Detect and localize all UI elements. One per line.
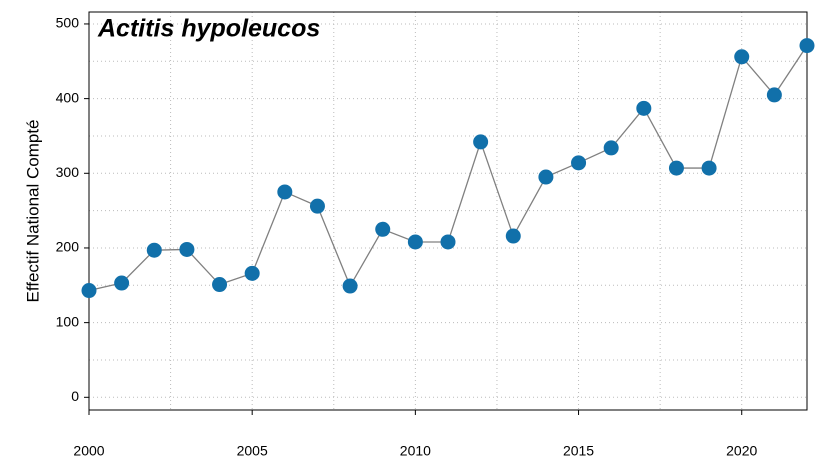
data-point (407, 234, 423, 250)
data-point (571, 155, 587, 171)
data-point (538, 169, 554, 185)
x-tick-label: 2005 (237, 443, 268, 459)
data-point (375, 221, 391, 237)
y-tick-label: 200 (56, 239, 80, 255)
data-point (440, 234, 456, 250)
data-point (179, 241, 195, 257)
data-point (277, 184, 293, 200)
data-point (244, 265, 260, 281)
data-point (668, 160, 684, 176)
y-tick-label: 100 (56, 313, 80, 329)
data-point (81, 283, 97, 299)
data-point (766, 87, 782, 103)
y-tick-label: 0 (71, 388, 79, 404)
x-tick-label: 2010 (400, 443, 431, 459)
data-point (114, 275, 130, 291)
y-tick-label: 300 (56, 164, 80, 180)
x-tick-label: 2000 (73, 443, 104, 459)
y-tick-label: 500 (56, 15, 80, 31)
data-point (799, 38, 815, 54)
chart-title: Actitis hypoleucos (97, 15, 320, 43)
data-point (734, 49, 750, 65)
data-point (212, 277, 228, 293)
plot-frame (88, 11, 808, 411)
x-tick-label: 2020 (726, 443, 757, 459)
data-point (603, 140, 619, 156)
data-point (701, 160, 717, 176)
y-axis-label: Effectif National Compté (23, 120, 42, 303)
data-point (146, 242, 162, 258)
data-point (309, 198, 325, 214)
data-point (636, 100, 652, 116)
y-tick-label: 400 (56, 89, 80, 105)
series-line (88, 45, 808, 292)
data-point (505, 228, 521, 244)
x-tick-label: 2015 (563, 443, 594, 459)
data-point (473, 134, 489, 150)
data-point (342, 278, 358, 294)
